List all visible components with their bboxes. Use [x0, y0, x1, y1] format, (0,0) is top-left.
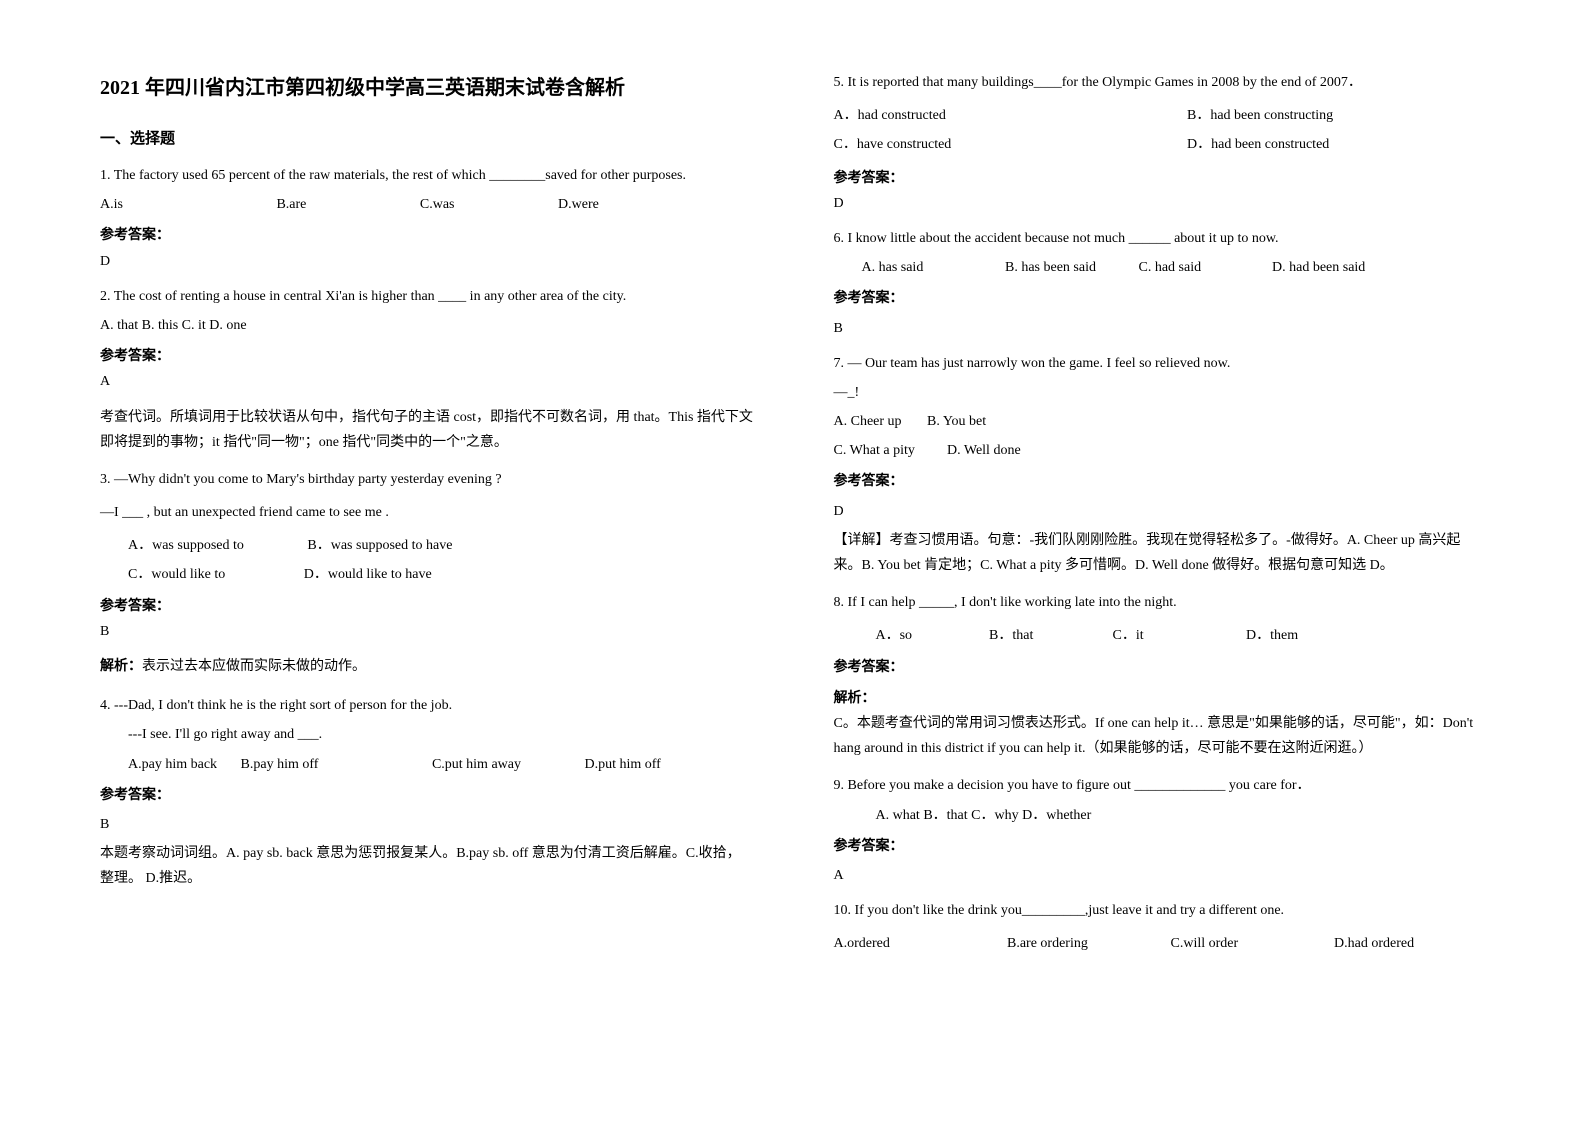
question-text: 1. The factory used 65 percent of the ra…: [100, 163, 754, 188]
question-text-2: —I ___ , but an unexpected friend came t…: [100, 500, 754, 525]
answer-label: 参考答案：: [834, 469, 1488, 494]
answer-label: 参考答案：: [100, 594, 754, 619]
analysis-text: 本题考察动词词组。A. pay sb. back 意思为惩罚报复某人。B.pay…: [100, 841, 754, 891]
question-3: 3. —Why didn't you come to Mary's birthd…: [100, 467, 754, 679]
option-c: C. What a pity: [834, 438, 944, 463]
question-1: 1. The factory used 65 percent of the ra…: [100, 163, 754, 274]
answer-value: B: [100, 619, 754, 644]
question-2: 2. The cost of renting a house in centra…: [100, 284, 754, 455]
analysis-label: 解析：表示过去本应做而实际未做的动作。: [100, 654, 754, 679]
options-row: C．would like to D．would like to have: [100, 562, 754, 587]
options-inline: A. what B．that C．why D．whether: [834, 803, 1488, 828]
answer-label: 参考答案：: [834, 834, 1488, 859]
answer-label: 参考答案：: [834, 166, 1488, 191]
question-text-1: 4. ---Dad, I don't think he is the right…: [100, 693, 754, 718]
option-d: D．them: [1246, 628, 1298, 643]
question-4: 4. ---Dad, I don't think he is the right…: [100, 693, 754, 891]
option-d: D.had ordered: [1334, 936, 1414, 951]
options-row: A.ordered B.are ordering C.will order D.…: [834, 931, 1488, 956]
question-text-2: ---I see. I'll go right away and ___.: [100, 722, 754, 747]
answer-value: B: [100, 812, 754, 837]
analysis-text: 考查代词。所填词用于比较状语从句中，指代句子的主语 cost，即指代不可数名词，…: [100, 405, 754, 455]
answer-label: 参考答案：: [100, 783, 754, 808]
options-row: A. Cheer up B. You bet: [834, 409, 1488, 434]
exam-title: 2021 年四川省内江市第四初级中学高三英语期末试卷含解析: [100, 70, 754, 106]
option-b: B．was supposed to have: [307, 533, 452, 558]
option-c: C.put him away: [432, 752, 521, 777]
question-text-2: —_!: [834, 380, 1488, 405]
option-a: A．had constructed: [834, 103, 1124, 128]
answer-value: D: [100, 249, 754, 274]
question-text-1: 7. — Our team has just narrowly won the …: [834, 351, 1488, 376]
options-row: A．was supposed to B．was supposed to have: [100, 533, 754, 558]
question-text: 10. If you don't like the drink you_____…: [834, 898, 1488, 923]
question-7: 7. — Our team has just narrowly won the …: [834, 351, 1488, 579]
question-10: 10. If you don't like the drink you_____…: [834, 898, 1488, 956]
question-text: 2. The cost of renting a house in centra…: [100, 284, 754, 309]
answer-label: 参考答案：: [834, 655, 1488, 680]
answer-value: A: [100, 369, 754, 394]
question-9: 9. Before you make a decision you have t…: [834, 773, 1488, 888]
right-column: 5. It is reported that many buildings___…: [834, 70, 1488, 964]
option-b: B.are ordering: [1007, 931, 1167, 956]
option-d: D. Well done: [947, 443, 1021, 458]
option-a: A．was supposed to: [128, 533, 244, 558]
option-c: C．would like to: [128, 562, 225, 587]
option-b: B．that: [989, 623, 1109, 648]
option-c: C. had said: [1139, 255, 1269, 280]
option-b: B．had been constructing: [1187, 103, 1333, 128]
option-a: A.is: [100, 192, 123, 217]
option-b: B.are: [276, 192, 306, 217]
options-row: A. has said B. has been said C. had said…: [834, 255, 1488, 280]
option-a: A．so: [876, 623, 986, 648]
option-a: A.ordered: [834, 931, 1004, 956]
section-heading: 一、选择题: [100, 126, 754, 153]
answer-value: D: [834, 499, 1488, 524]
options-row: C．have constructed D．had been constructe…: [834, 132, 1488, 157]
option-d: D．had been constructed: [1187, 132, 1329, 157]
question-text: 9. Before you make a decision you have t…: [834, 773, 1488, 798]
options-row: A．had constructed B．had been constructin…: [834, 103, 1488, 128]
options-row: A．so B．that C．it D．them: [834, 623, 1488, 648]
option-a: A. has said: [862, 255, 1002, 280]
answer-label: 参考答案：: [100, 223, 754, 248]
answer-value: B: [834, 316, 1488, 341]
question-5: 5. It is reported that many buildings___…: [834, 70, 1488, 216]
answer-label: 参考答案：: [100, 344, 754, 369]
analysis-text: 【详解】考查习惯用语。句意：-我们队刚刚险胜。我现在觉得轻松多了。-做得好。A.…: [834, 528, 1488, 578]
analysis-label: 解析：: [834, 686, 1488, 711]
exam-page: 2021 年四川省内江市第四初级中学高三英语期末试卷含解析 一、选择题 1. T…: [100, 70, 1487, 964]
option-b: B. You bet: [927, 414, 986, 429]
option-d: D.put him off: [584, 752, 660, 777]
option-c: C．have constructed: [834, 132, 1124, 157]
answer-value: D: [834, 191, 1488, 216]
option-b: B.pay him off: [241, 752, 319, 777]
question-text: 5. It is reported that many buildings___…: [834, 70, 1488, 95]
option-d: D.were: [558, 192, 599, 217]
option-c: C．it: [1113, 623, 1243, 648]
question-text: 6. I know little about the accident beca…: [834, 226, 1488, 251]
option-c: C.was: [420, 192, 455, 217]
option-a: A.pay him back: [128, 752, 217, 777]
question-text-1: 3. —Why didn't you come to Mary's birthd…: [100, 467, 754, 492]
question-text: 8. If I can help _____, I don't like wor…: [834, 590, 1488, 615]
options-row: A.is B.are C.was D.were: [100, 192, 754, 217]
options-row: A.pay him back B.pay him off C.put him a…: [100, 752, 754, 777]
answer-value: A: [834, 863, 1488, 888]
question-8: 8. If I can help _____, I don't like wor…: [834, 590, 1488, 761]
option-b: B. has been said: [1005, 255, 1135, 280]
left-column: 2021 年四川省内江市第四初级中学高三英语期末试卷含解析 一、选择题 1. T…: [100, 70, 754, 964]
option-d: D．would like to have: [304, 562, 432, 587]
option-a: A. Cheer up: [834, 409, 924, 434]
options-inline: A. that B. this C. it D. one: [100, 313, 754, 338]
analysis-text: C。本题考查代词的常用词习惯表达形式。If one can help it… 意…: [834, 711, 1488, 761]
option-c: C.will order: [1171, 931, 1331, 956]
answer-label: 参考答案：: [834, 286, 1488, 311]
question-6: 6. I know little about the accident beca…: [834, 226, 1488, 341]
option-d: D. had been said: [1272, 260, 1365, 275]
options-row: C. What a pity D. Well done: [834, 438, 1488, 463]
